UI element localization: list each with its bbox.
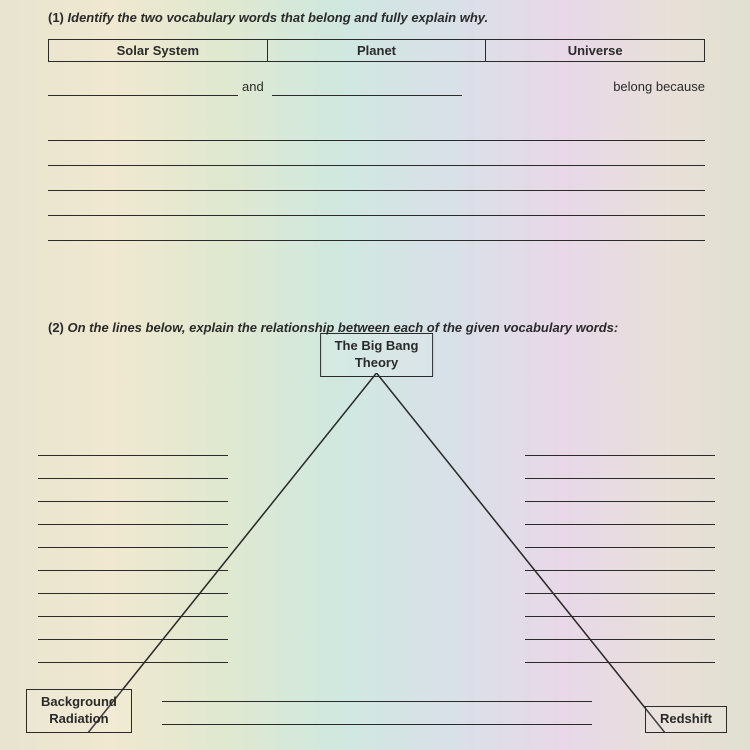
writing-line[interactable] bbox=[48, 116, 705, 141]
vocab-cell-2: Planet bbox=[268, 40, 487, 61]
term-br-text: Redshift bbox=[660, 711, 712, 726]
left-writing-lines[interactable] bbox=[38, 433, 228, 663]
side-line[interactable] bbox=[525, 525, 715, 548]
bottom-line[interactable] bbox=[162, 702, 592, 725]
vocab-cell-3: Universe bbox=[486, 40, 704, 61]
side-line[interactable] bbox=[38, 571, 228, 594]
term-top-line2: Theory bbox=[355, 355, 398, 370]
side-line[interactable] bbox=[38, 548, 228, 571]
side-line[interactable] bbox=[525, 548, 715, 571]
side-line[interactable] bbox=[525, 594, 715, 617]
side-line[interactable] bbox=[525, 571, 715, 594]
vocab-cell-1: Solar System bbox=[49, 40, 268, 61]
side-line[interactable] bbox=[525, 456, 715, 479]
side-line[interactable] bbox=[525, 640, 715, 663]
term-bl-line1: Background bbox=[41, 694, 117, 709]
bottom-line[interactable] bbox=[162, 679, 592, 702]
connector-and: and bbox=[238, 79, 268, 96]
relationship-diagram: The Big Bang Theory bbox=[48, 333, 705, 733]
q1-number: (1) bbox=[48, 10, 64, 25]
side-line[interactable] bbox=[38, 640, 228, 663]
blank-1[interactable] bbox=[48, 78, 238, 96]
writing-line[interactable] bbox=[48, 166, 705, 191]
fill-in-row: and belong because bbox=[48, 78, 705, 96]
side-line[interactable] bbox=[525, 502, 715, 525]
q1-text: Identify the two vocabulary words that b… bbox=[68, 10, 489, 25]
term-box-bottom-right: Redshift bbox=[645, 706, 727, 733]
side-line[interactable] bbox=[38, 433, 228, 456]
side-line[interactable] bbox=[525, 617, 715, 640]
worksheet-page: (1) Identify the two vocabulary words th… bbox=[0, 0, 750, 750]
side-line[interactable] bbox=[38, 594, 228, 617]
term-box-top: The Big Bang Theory bbox=[320, 333, 434, 377]
side-line[interactable] bbox=[38, 456, 228, 479]
side-line[interactable] bbox=[525, 433, 715, 456]
writing-line[interactable] bbox=[48, 191, 705, 216]
side-line[interactable] bbox=[38, 617, 228, 640]
side-line[interactable] bbox=[38, 479, 228, 502]
connector-belong: belong because bbox=[613, 79, 705, 96]
term-top-line1: The Big Bang bbox=[335, 338, 419, 353]
blank-2[interactable] bbox=[272, 78, 462, 96]
right-writing-lines[interactable] bbox=[525, 433, 715, 663]
question-1-prompt: (1) Identify the two vocabulary words th… bbox=[48, 10, 705, 25]
writing-line[interactable] bbox=[48, 141, 705, 166]
vocab-term-table: Solar System Planet Universe bbox=[48, 39, 705, 62]
term-box-bottom-left: Background Radiation bbox=[26, 689, 132, 733]
writing-lines-q1[interactable] bbox=[48, 116, 705, 241]
side-line[interactable] bbox=[38, 525, 228, 548]
side-line[interactable] bbox=[38, 502, 228, 525]
writing-line[interactable] bbox=[48, 216, 705, 241]
bottom-writing-lines[interactable] bbox=[162, 679, 592, 725]
side-line[interactable] bbox=[525, 479, 715, 502]
term-bl-line2: Radiation bbox=[49, 711, 108, 726]
